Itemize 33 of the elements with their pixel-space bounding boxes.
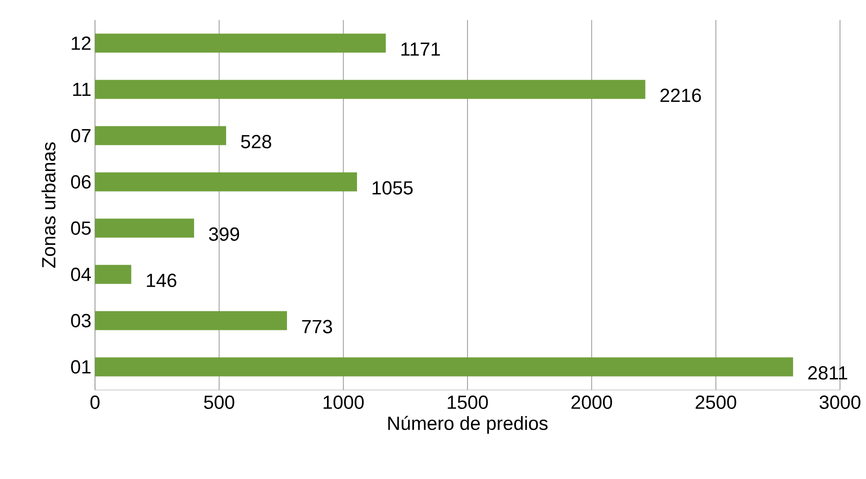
y-tick-label: 11 [73, 82, 91, 96]
x-tick-label: 1000 [324, 396, 364, 409]
bar [95, 264, 132, 284]
y-tick-label: 06 [71, 175, 91, 189]
data-label: 773 [302, 320, 332, 334]
bar [95, 357, 794, 376]
x-tick-label: 1500 [448, 396, 488, 409]
bar [95, 311, 287, 330]
y-tick-label: 04 [71, 268, 91, 282]
x-axis-title: Número de predios [388, 416, 548, 434]
bar [95, 80, 646, 99]
bar [95, 126, 226, 146]
data-label: 2216 [660, 88, 701, 102]
y-axis-title: Zonas urbanas [42, 142, 56, 268]
bar [95, 34, 386, 53]
bar [95, 172, 357, 192]
y-tick-label: 12 [72, 36, 91, 50]
x-tick-label: 2500 [696, 396, 736, 409]
data-label: 1171 [401, 42, 440, 56]
x-tick-label: 500 [204, 396, 234, 409]
data-label: 2811 [808, 366, 848, 380]
x-tick-label: 2000 [571, 396, 612, 409]
y-tick-label: 03 [71, 314, 91, 328]
y-tick-label: 05 [71, 221, 91, 235]
data-label: 399 [209, 227, 240, 241]
data-label: 1055 [372, 181, 413, 195]
data-label: 528 [241, 134, 272, 148]
x-tick-label: 3000 [820, 396, 860, 409]
data-label: 146 [146, 274, 176, 288]
x-tick-label: 0 [90, 396, 100, 409]
y-tick-label: 07 [71, 128, 91, 142]
y-tick-label: 01 [71, 360, 91, 374]
bar [95, 218, 194, 238]
